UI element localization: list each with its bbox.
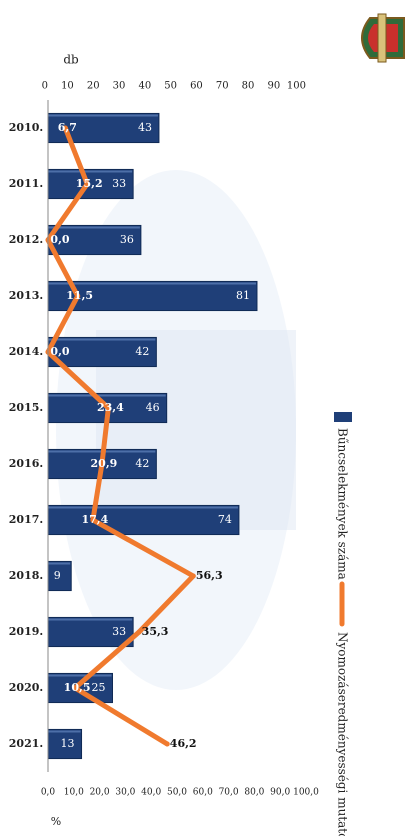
- line-point: [190, 573, 196, 579]
- right-tick-label: 0,0: [41, 788, 56, 798]
- right-tick-label: 50,0: [167, 788, 187, 798]
- left-tick-label: 60: [190, 81, 203, 92]
- x-tick-label: 2015.: [9, 401, 43, 414]
- bar-value-label: 46: [146, 401, 160, 414]
- line-value-label: 56,3: [196, 569, 223, 582]
- x-tick-label: 2017.: [9, 513, 43, 526]
- bar-value-label: 33: [112, 177, 126, 190]
- x-tick-label: 2018.: [9, 569, 43, 582]
- right-tick-label: 60,0: [193, 788, 213, 798]
- bar-value-label: 42: [135, 345, 149, 358]
- line-value-label: 20,9: [91, 457, 118, 470]
- bar-value-label: 13: [61, 737, 75, 750]
- x-tick-label: 2012.: [9, 233, 43, 246]
- line-point: [72, 685, 78, 691]
- crest-banner: [377, 13, 387, 63]
- x-tick-label: 2011.: [9, 177, 43, 190]
- x-axis: 2010. 2011. 2012. 2013. 2014. 2015. 2016. 2017.…: [9, 100, 49, 772]
- bar-value-label: 9: [54, 569, 61, 582]
- line-value-label: 23,4: [97, 401, 124, 414]
- bar-value-label: 25: [92, 681, 106, 694]
- x-tick-label: 2019.: [9, 625, 43, 638]
- bar-value-label: 42: [135, 457, 149, 470]
- line-point: [136, 629, 142, 635]
- right-tick-label: 90,0: [270, 788, 290, 798]
- line-point: [164, 741, 170, 747]
- right-tick-label: 20,0: [90, 788, 110, 798]
- left-tick-label: 20: [87, 81, 100, 92]
- watermark-shape: [96, 330, 296, 530]
- line-value-label: 35,3: [142, 625, 169, 638]
- line-series: 6,7 15,2 0,0 11,5 0,0 23,4 20,9 17,4 56,3 35,3 10,…: [45, 121, 223, 750]
- line-value-label: 15,2: [76, 177, 103, 190]
- legend-bar-label: Bűncselekmények száma: [336, 428, 350, 580]
- line-value-label: 0,0: [50, 345, 69, 358]
- line-value-label: 6,7: [58, 121, 77, 134]
- left-tick-label: 10: [61, 81, 74, 92]
- left-tick-label: 30: [113, 81, 126, 92]
- line-value-label: 0,0: [50, 233, 69, 246]
- bar-value-label: 43: [138, 121, 152, 134]
- legend-line-label: Nyomozáseredményességi mutató (%): [336, 632, 350, 836]
- x-tick-label: 2014.: [9, 345, 43, 358]
- legend-bar-swatch: [334, 412, 352, 422]
- right-tick-label: 40,0: [141, 788, 161, 798]
- left-tick-label: 80: [242, 81, 255, 92]
- line-point: [90, 517, 96, 523]
- line-point: [105, 405, 111, 411]
- left-tick-label: 70: [216, 81, 229, 92]
- legend: Bűncselekmények száma Nyomozáseredményess…: [334, 412, 352, 836]
- left-axis-unit: db: [63, 53, 79, 67]
- x-tick-label: 2013.: [9, 289, 43, 302]
- right-tick-label: 100,0: [293, 788, 319, 798]
- bar-value-label: 74: [218, 513, 232, 526]
- left-tick-label: 40: [138, 81, 151, 92]
- x-tick-label: 2016.: [9, 457, 43, 470]
- bar-value-label: 81: [236, 289, 250, 302]
- x-tick-label: 2020.: [9, 681, 43, 694]
- left-axis: 0 10 20 30 40 50 60 70 80 90 100 db: [42, 53, 306, 92]
- left-tick-label: 90: [267, 81, 280, 92]
- police-crest-logo: [361, 13, 405, 63]
- x-tick-label: 2021.: [9, 737, 43, 750]
- line-point: [62, 125, 68, 131]
- line-value-label: 17,4: [81, 513, 108, 526]
- bar: [47, 504, 240, 536]
- left-tick-label: 50: [164, 81, 177, 92]
- right-tick-label: 70,0: [219, 788, 239, 798]
- x-tick-label: 2010.: [9, 121, 43, 134]
- line-value-label: 10,5: [64, 681, 91, 694]
- right-tick-label: 10,0: [64, 788, 84, 798]
- line-path: [45, 125, 196, 747]
- line-point: [99, 461, 105, 467]
- line-value-label: 11,5: [66, 289, 93, 302]
- right-tick-label: 80,0: [244, 788, 264, 798]
- line-value-label: 46,2: [170, 737, 197, 750]
- bar-value-label: 33: [112, 625, 126, 638]
- line-point: [84, 181, 90, 187]
- right-tick-label: 30,0: [115, 788, 135, 798]
- bar-value-label: 36: [120, 233, 134, 246]
- left-tick-label: 100: [287, 81, 306, 92]
- right-axis: 0,0 10,0 20,0 30,0 40,0 50,0 60,0 70,0 80,0 90,0 1…: [41, 788, 319, 829]
- right-axis-unit: %: [51, 815, 61, 828]
- left-tick-label: 0: [42, 81, 48, 92]
- line-point: [75, 293, 81, 299]
